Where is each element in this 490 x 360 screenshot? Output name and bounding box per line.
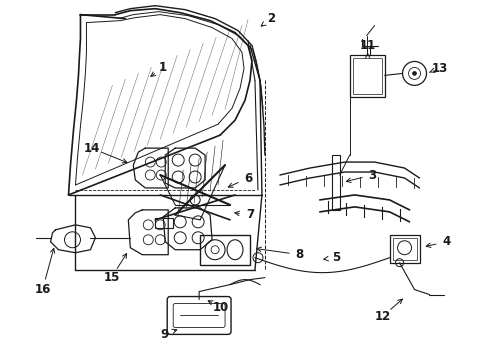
Text: 1: 1 bbox=[159, 61, 167, 74]
Bar bbox=[155, 218, 173, 228]
Bar bbox=[350, 55, 385, 97]
Text: 11: 11 bbox=[360, 39, 376, 52]
Text: 14: 14 bbox=[83, 141, 99, 155]
Text: 15: 15 bbox=[103, 271, 120, 284]
Bar bbox=[353, 58, 382, 94]
Circle shape bbox=[413, 71, 416, 75]
Text: 9: 9 bbox=[160, 328, 169, 341]
Text: 10: 10 bbox=[213, 301, 229, 314]
Bar bbox=[200, 235, 250, 265]
Text: 7: 7 bbox=[246, 208, 254, 221]
Text: 2: 2 bbox=[267, 12, 275, 25]
Text: 6: 6 bbox=[244, 171, 252, 185]
Bar bbox=[392, 238, 416, 260]
Text: 12: 12 bbox=[374, 310, 391, 323]
Text: 4: 4 bbox=[442, 235, 450, 248]
Bar bbox=[390, 235, 419, 263]
Text: 5: 5 bbox=[332, 251, 340, 264]
Text: 8: 8 bbox=[296, 248, 304, 261]
Bar bbox=[332, 155, 340, 210]
Text: 13: 13 bbox=[431, 62, 447, 75]
Text: 16: 16 bbox=[34, 283, 51, 296]
Text: 3: 3 bbox=[368, 168, 377, 181]
